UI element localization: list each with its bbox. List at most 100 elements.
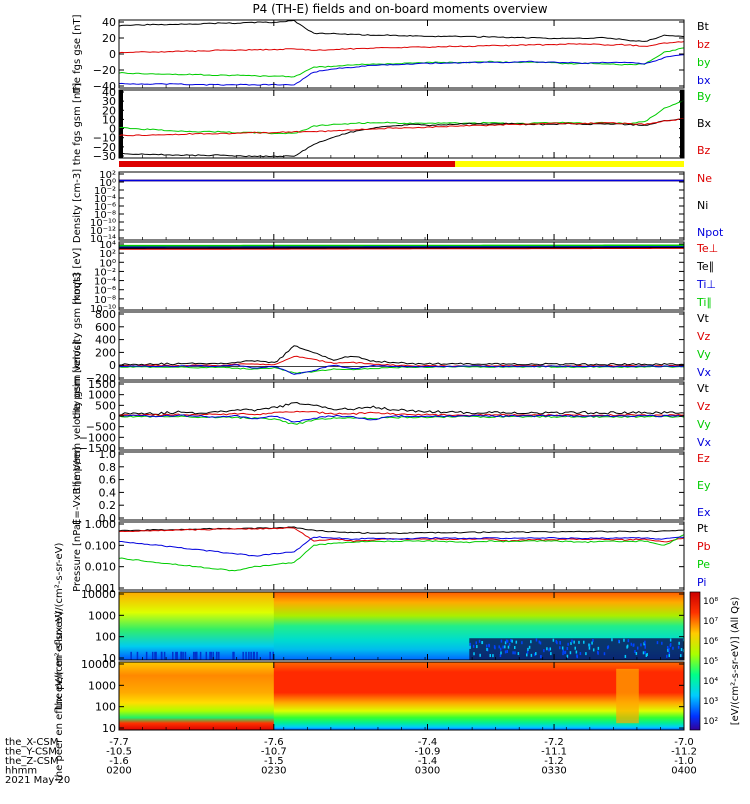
y-tick-label: 10⁻²: [94, 267, 116, 278]
spectrogram-early-interval: [119, 662, 274, 730]
panel-1: 40 20 0 −20 −40 the fgs gse [nT] Bt bz by bx: [72, 14, 711, 93]
spectrogram-pixel: [515, 640, 518, 644]
spectrogram-pixel: [591, 641, 593, 645]
spectrogram-pixel: [656, 641, 659, 645]
colorbar-tick-label: 10³: [703, 697, 718, 707]
colorbar: 10⁸ 10⁷ 10⁶ 10⁵ 10⁴ 10³ 10² [eV/(cm²-s-sr-eV)] …: [689, 591, 741, 731]
y-tick-label: 20: [102, 104, 116, 117]
spectrogram-pixel: [669, 644, 672, 648]
spectrogram-pixel: [543, 649, 545, 653]
y-tick-label: 10⁻¹⁰: [90, 304, 116, 315]
spectrogram-pixel: [196, 651, 198, 660]
legend-bz: Bz: [697, 144, 711, 157]
y-axis-label: the peim velocity gsm [km/s]: [72, 273, 83, 420]
y-tick-label: 10⁻⁸: [94, 210, 116, 221]
spectrogram-early-interval: [119, 592, 274, 660]
data-gap-marker: [119, 90, 123, 158]
series-line-vy: [119, 365, 684, 374]
series-line-te∥: [119, 246, 684, 249]
spectrogram-pixel: [194, 651, 197, 660]
spectrogram-pixel: [569, 651, 572, 655]
y-tick-label: −1500: [79, 442, 116, 455]
legend-ti⊥: Ti⊥: [696, 278, 716, 291]
spectrogram-pixel: [640, 643, 642, 647]
panel-frame: [118, 521, 685, 591]
y-tick-label: 1.000: [85, 518, 117, 531]
y-tick-label: −10: [93, 132, 116, 145]
footer-value-z: -1.2: [544, 756, 564, 767]
legend-by: by: [697, 56, 711, 69]
spectrogram-pixel: [494, 646, 496, 650]
y-tick-label: 0.8: [99, 461, 117, 474]
y-tick-label: 100: [95, 631, 116, 644]
panel-10: 10000 1000 100 10 the peer en eflux eV/(cm²-…: [54, 611, 685, 781]
spectrogram-pixel: [578, 640, 580, 644]
footer-value-z: -1.0: [674, 756, 694, 767]
y-tick-label: 1500: [88, 378, 116, 391]
footer-row-label: the_Y-CSM: [5, 747, 57, 758]
y-tick-label: −20: [93, 64, 116, 77]
spectrogram-pixel: [546, 647, 548, 651]
spectrogram-pixel: [216, 651, 218, 660]
panel-frame: [118, 171, 685, 241]
spectrogram-pixel: [603, 652, 606, 656]
spectrogram-pixel: [627, 639, 630, 643]
footer-row-label: the_X-CSM: [5, 737, 58, 748]
spectrogram-pixel: [250, 651, 252, 660]
spectrogram-pixel: [624, 654, 627, 658]
footer-value-t: 0330: [541, 766, 566, 777]
y-tick-label: 1.0: [99, 448, 117, 461]
spectrogram-pixel: [172, 651, 174, 660]
spectrogram-pixel: [506, 639, 509, 643]
legend-bx: Bx: [697, 117, 712, 130]
spectrogram-pixel: [475, 641, 478, 645]
y-tick-label: 10: [102, 113, 116, 126]
spectrogram-pixel: [646, 652, 648, 656]
spectrogram-pixel: [576, 655, 579, 659]
y-tick-label: −1000: [79, 431, 116, 444]
spectrogram-pixel: [256, 651, 258, 660]
y-axis-label: the fgs gsm [nT]: [72, 83, 83, 166]
legend-vy: Vy: [697, 418, 711, 431]
spectrogram-pixel: [151, 651, 154, 660]
spectrogram-pixel: [485, 644, 488, 648]
spectrogram-pixel: [210, 651, 213, 660]
spectrogram-pixel: [677, 645, 680, 649]
spectrogram-pixel: [592, 639, 594, 643]
spectrogram-pixel: [530, 640, 532, 644]
spectrogram-pixel: [209, 651, 211, 660]
spectrogram-pixel: [489, 654, 491, 658]
spectrogram-pixel: [566, 646, 569, 650]
spectrogram-pixel: [478, 639, 481, 643]
footer-row-label: hhmm: [5, 766, 37, 777]
spectrogram-pixel: [205, 651, 208, 660]
y-tick-label: −30: [93, 150, 116, 163]
y-tick-label: 30: [102, 95, 116, 108]
legend-ez: Ez: [697, 452, 710, 465]
spectrogram-pixel: [512, 651, 514, 655]
series-line-pe: [119, 534, 684, 572]
spectrogram-pixel: [680, 648, 683, 652]
y-axis-label: the peem velocity gsm [km/s]: [72, 341, 83, 491]
footer-value-y: -11.2: [671, 747, 697, 758]
y-tick-label: −500: [86, 421, 116, 434]
spectrogram-pixel: [644, 645, 646, 649]
y-tick-label: 0.0: [99, 512, 117, 525]
spectrogram-pixel: [534, 653, 536, 657]
spectrogram-pixel: [567, 642, 569, 646]
legend-bx: bx: [697, 74, 711, 87]
colorbar-tick-label: 10⁵: [703, 657, 718, 667]
y-tick-label: 10⁻⁴: [94, 277, 116, 288]
spectrogram-pixel: [499, 647, 502, 651]
y-tick-label: 0.001: [85, 582, 117, 595]
y-tick-label: 10²: [99, 249, 116, 260]
y-tick-label: 10⁴: [99, 240, 116, 251]
colorbar-label: [eV/(cm²-s-sr-eV)] (All Qs): [730, 597, 741, 726]
spectrogram-pixel: [562, 649, 565, 653]
spectrogram-pixel: [473, 652, 475, 656]
spectrogram-pixel: [508, 642, 511, 646]
series-line-bz: [119, 118, 684, 137]
footer-value-x: -7.7: [109, 737, 129, 748]
